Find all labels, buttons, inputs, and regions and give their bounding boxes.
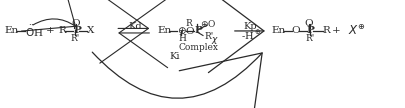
Text: P: P xyxy=(194,26,201,35)
Text: R': R' xyxy=(305,33,314,43)
Text: O: O xyxy=(291,26,300,35)
Text: R: R xyxy=(185,19,191,28)
Text: En: En xyxy=(5,26,19,35)
Text: En: En xyxy=(271,26,285,35)
Text: +: + xyxy=(46,26,55,35)
Text: X: X xyxy=(87,26,94,35)
Text: Kd: Kd xyxy=(128,22,141,31)
Text: $\chi$: $\chi$ xyxy=(211,35,218,46)
Text: $\ddot{\rm O}$H: $\ddot{\rm O}$H xyxy=(25,23,43,39)
Text: O: O xyxy=(71,19,80,28)
Text: R': R' xyxy=(70,33,79,43)
Text: P: P xyxy=(306,26,314,35)
Text: +: + xyxy=(331,26,340,35)
Text: Ki: Ki xyxy=(169,52,180,61)
Text: P: P xyxy=(73,26,81,35)
Text: -H$^\oplus$: -H$^\oplus$ xyxy=(240,29,260,42)
Text: Complex: Complex xyxy=(178,43,217,52)
Text: En: En xyxy=(157,26,171,35)
Text: R: R xyxy=(58,26,66,35)
Text: Kp: Kp xyxy=(243,22,257,31)
Text: O: O xyxy=(304,19,313,28)
Text: $\oplus$O: $\oplus$O xyxy=(200,18,216,29)
Text: H: H xyxy=(178,33,185,43)
Text: $X^{\oplus}$: $X^{\oplus}$ xyxy=(347,24,364,38)
Text: $\oplus$O: $\oplus$O xyxy=(177,25,195,36)
Text: R: R xyxy=(322,26,330,35)
Text: R': R' xyxy=(203,32,213,41)
